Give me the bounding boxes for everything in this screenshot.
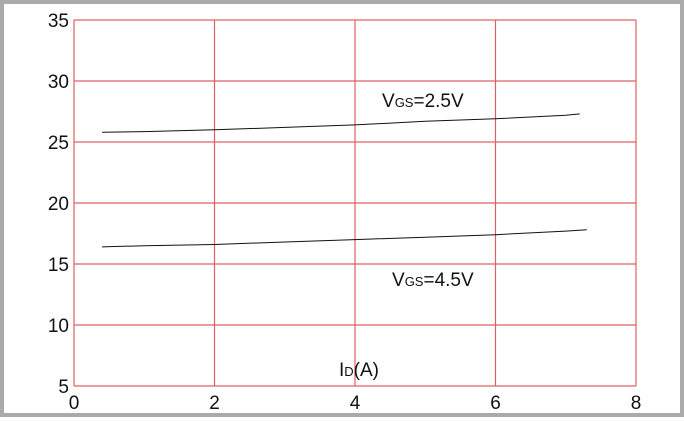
grid — [73, 19, 637, 387]
tick-labels: 0 2 4 6 8 5 10 15 20 25 30 35 — [48, 11, 641, 414]
y-tick-label: 5 — [58, 377, 69, 398]
x-tick-label: 0 — [69, 393, 80, 414]
series-label-vgs-2-5: VGS=2.5V — [382, 91, 464, 112]
x-tick-label: 2 — [209, 393, 220, 414]
y-tick-label: 35 — [48, 11, 69, 32]
y-tick-label: 30 — [48, 72, 69, 93]
x-tick-label: 8 — [631, 393, 642, 414]
y-tick-label: 20 — [48, 194, 69, 215]
series-lines — [102, 113, 587, 248]
chart-svg: 0 2 4 6 8 5 10 15 20 25 30 35 VGS=2.5V VGS=4.5V ID(… — [48, 11, 641, 414]
x-tick-label: 4 — [350, 393, 361, 414]
series-line-1 — [102, 229, 587, 248]
series-line-0 — [102, 113, 580, 133]
y-tick-label: 15 — [48, 255, 69, 276]
x-axis-label: ID(A) — [339, 360, 379, 381]
y-tick-label: 25 — [48, 133, 69, 154]
x-tick-label: 6 — [490, 393, 501, 414]
y-tick-label: 10 — [48, 316, 69, 337]
series-label-vgs-4-5: VGS=4.5V — [392, 270, 474, 291]
